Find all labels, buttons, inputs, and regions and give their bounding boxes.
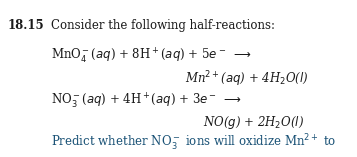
Text: 18.15: 18.15 — [8, 19, 44, 32]
Text: Predict whether NO$_3^-$ ions will oxidize Mn$^{2+}$ to: Predict whether NO$_3^-$ ions will oxidi… — [51, 133, 336, 153]
Text: MnO$_4^-$($aq$) + 8H$^+$($aq$) + 5$e^-$ $\longrightarrow$: MnO$_4^-$($aq$) + 8H$^+$($aq$) + 5$e^-$ … — [51, 47, 251, 65]
Text: MnO$_4^-$ under standard-state conditions.: MnO$_4^-$ under standard-state condition… — [51, 156, 290, 157]
Text: NO$_3^-$($aq$) + 4H$^+$($aq$) + 3$e^-$ $\longrightarrow$: NO$_3^-$($aq$) + 4H$^+$($aq$) + 3$e^-$ $… — [51, 91, 242, 110]
Text: NO($g$) + 2H$_2$O($l$): NO($g$) + 2H$_2$O($l$) — [203, 114, 304, 131]
Text: Consider the following half-reactions:: Consider the following half-reactions: — [51, 19, 275, 32]
Text: Mn$^{2+}$($aq$) + 4H$_2$O($l$): Mn$^{2+}$($aq$) + 4H$_2$O($l$) — [186, 69, 309, 89]
